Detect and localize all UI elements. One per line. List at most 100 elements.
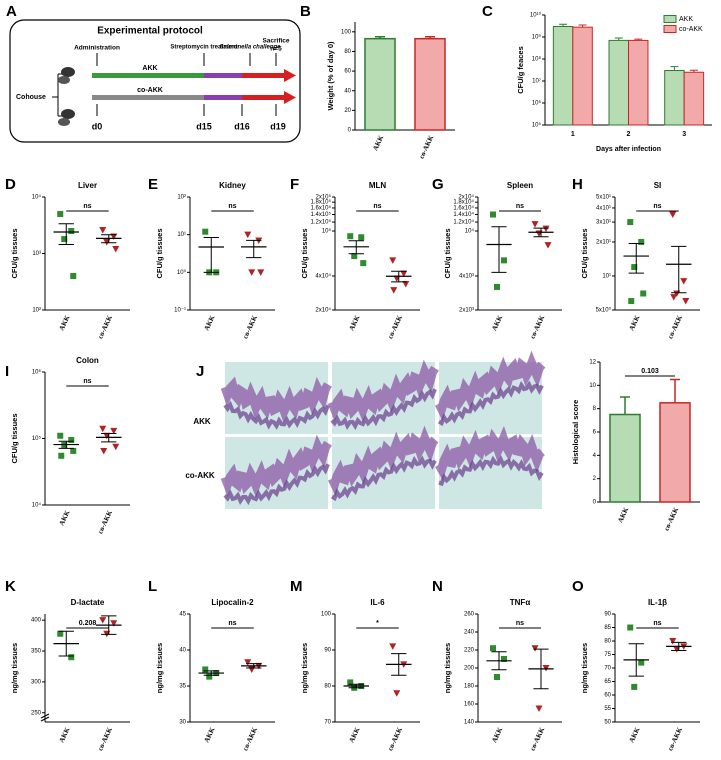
data-point bbox=[638, 659, 645, 666]
sem-bar bbox=[101, 234, 117, 244]
data-point bbox=[347, 679, 354, 686]
y-axis-label: Weight (% of day 0) bbox=[326, 41, 335, 111]
y-tick-label: 8 bbox=[593, 406, 597, 412]
bar bbox=[628, 39, 649, 126]
data-point bbox=[100, 447, 108, 455]
chart-title: IL-1β bbox=[648, 598, 667, 607]
x-tick-label: co-AKK bbox=[666, 314, 684, 340]
bar bbox=[609, 413, 641, 503]
y-tick-label: 10⁶ bbox=[532, 100, 542, 107]
y-tick-label: 100 bbox=[341, 29, 352, 35]
data-point bbox=[68, 436, 75, 443]
x-tick-label: co-AKK bbox=[529, 726, 547, 752]
data-point bbox=[402, 280, 410, 288]
sem-bar bbox=[348, 240, 364, 255]
data-point bbox=[638, 238, 645, 245]
tissue bbox=[330, 455, 437, 502]
y-tick-label: 4x10³ bbox=[459, 274, 474, 280]
x-tick-label: co-AKK bbox=[96, 726, 114, 752]
data-point bbox=[244, 231, 252, 239]
y-tick-label: 80 bbox=[604, 639, 611, 645]
y-tick-label: 3x10¹ bbox=[596, 220, 611, 226]
y-tick-label: 400 bbox=[31, 618, 42, 624]
data-point bbox=[628, 298, 635, 305]
y-tick-label: 160 bbox=[464, 702, 475, 708]
x-tick-label: co-AKK bbox=[241, 314, 259, 340]
y-axis-label: ng/mg tissues bbox=[443, 643, 452, 693]
y-tick-label: 10⁴ bbox=[32, 502, 42, 509]
chart-title: Liver bbox=[78, 181, 97, 190]
sem-bar bbox=[491, 226, 507, 273]
y-axis-label: Histological score bbox=[571, 400, 580, 465]
y-tick-label: 10⁷ bbox=[532, 78, 541, 85]
data-point bbox=[257, 269, 265, 276]
data-point bbox=[400, 270, 408, 278]
timeline-salmonella bbox=[242, 73, 284, 78]
significance-label: ns bbox=[83, 203, 91, 210]
chart-title: Kidney bbox=[219, 181, 246, 190]
significance-label: * bbox=[376, 620, 379, 627]
y-tick-label: 75 bbox=[604, 652, 611, 658]
y-tick-label: 4x10⁴ bbox=[315, 273, 331, 280]
chart-title: D-lactate bbox=[71, 598, 105, 607]
x-tick-label: co-AKK bbox=[418, 134, 436, 160]
data-point bbox=[670, 294, 678, 301]
x-tick-label: AKK bbox=[58, 509, 72, 527]
y-tick-label: 10¹ bbox=[177, 232, 186, 238]
y-tick-label: 60 bbox=[604, 693, 611, 699]
x-tick-label: AKK bbox=[203, 314, 217, 332]
significance-label: 0.208 bbox=[79, 620, 97, 627]
data-point bbox=[542, 665, 550, 672]
legend-label: AKK bbox=[679, 16, 693, 23]
timeline-strep bbox=[204, 95, 242, 100]
error-bar bbox=[375, 35, 385, 39]
y-tick-label: 30 bbox=[179, 720, 186, 726]
data-point bbox=[501, 257, 507, 264]
panel-letter: B bbox=[300, 3, 311, 20]
chart-title: SI bbox=[654, 181, 662, 190]
data-point bbox=[393, 690, 401, 697]
y-tick-label: 10⁶ bbox=[32, 369, 42, 376]
y-tick-label: 2x10⁴ bbox=[315, 307, 331, 314]
y-axis-label: CFU/g tissues bbox=[155, 228, 164, 278]
axis-break bbox=[40, 713, 50, 722]
chart-title: Colon bbox=[76, 356, 99, 365]
sem-bar bbox=[491, 651, 507, 671]
sem-bar bbox=[628, 242, 644, 274]
data-point bbox=[631, 683, 638, 690]
sem-bar bbox=[671, 641, 687, 651]
y-tick-label: 240 bbox=[464, 630, 475, 636]
y-tick-label: 300 bbox=[31, 679, 42, 685]
timeline-coakk bbox=[92, 95, 204, 100]
y-tick-label: 100 bbox=[321, 612, 332, 618]
mouse-icon bbox=[58, 118, 70, 126]
significance-label: ns bbox=[228, 203, 236, 210]
y-tick-label: 1.4x10⁵ bbox=[310, 211, 331, 218]
y-tick-label: 350 bbox=[31, 649, 42, 655]
data-point bbox=[68, 228, 75, 235]
y-tick-label: 10⁻¹ bbox=[174, 308, 186, 314]
bar bbox=[664, 70, 685, 126]
y-tick-label: 6 bbox=[593, 430, 597, 436]
y-tick-label: 10⁸ bbox=[532, 56, 542, 63]
tissue bbox=[438, 455, 544, 487]
step-label: Sacrifice bbox=[262, 38, 289, 45]
y-tick-label: 5x10¹ bbox=[596, 195, 611, 201]
y-tick-label: 10² bbox=[177, 195, 186, 201]
day-label: d19 bbox=[270, 121, 286, 131]
error-bar bbox=[578, 24, 587, 28]
y-tick-label: 1.6x10⁵ bbox=[310, 205, 331, 212]
mouse-icon bbox=[61, 67, 75, 77]
panel-letter: F bbox=[290, 176, 299, 193]
x-tick-label: 1 bbox=[571, 131, 575, 138]
y-tick-label: 140 bbox=[464, 720, 475, 726]
significance-label: ns bbox=[83, 378, 91, 385]
data-point bbox=[248, 269, 256, 276]
y-tick-label: 0 bbox=[593, 500, 597, 506]
x-tick-label: AKK bbox=[616, 506, 630, 524]
x-tick-label: co-AKK bbox=[241, 726, 259, 752]
panel-letter: I bbox=[5, 363, 9, 380]
y-tick-label: 200 bbox=[464, 666, 475, 672]
y-tick-label: 40 bbox=[344, 88, 351, 94]
significance-label: ns bbox=[653, 620, 661, 627]
